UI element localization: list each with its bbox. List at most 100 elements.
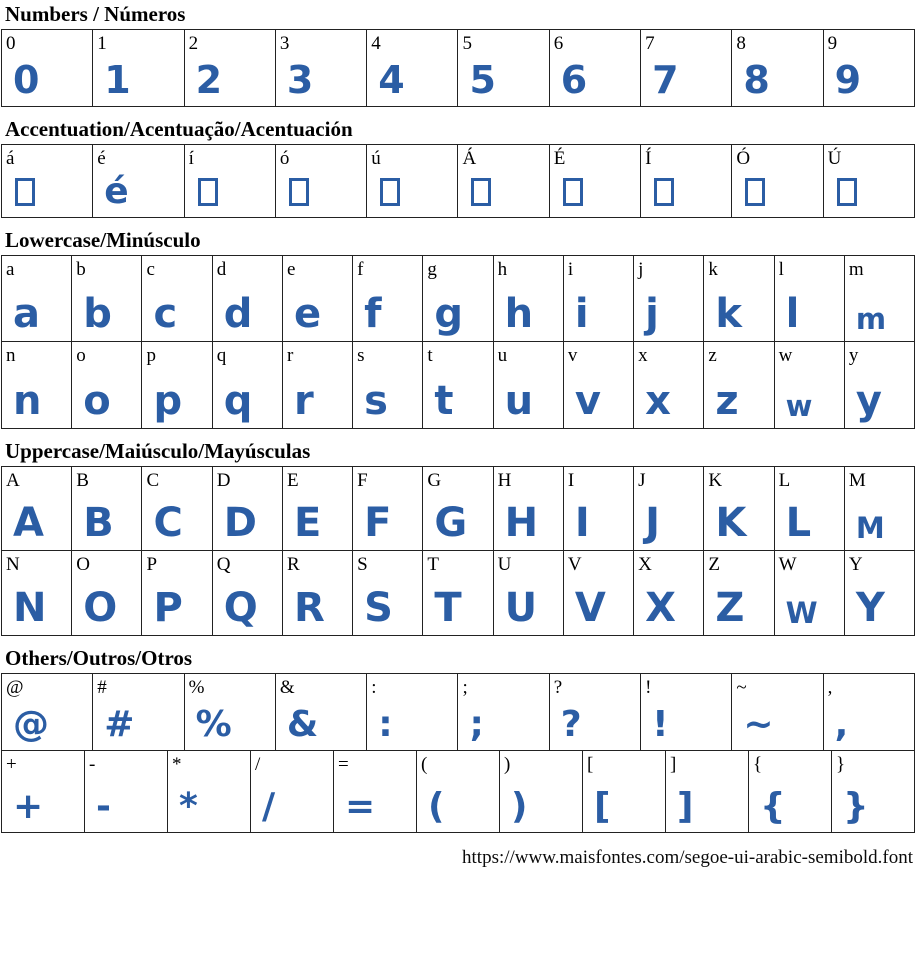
glyph-cell-label: H (497, 470, 512, 491)
glyph-preview: c (153, 291, 178, 337)
glyph-cell-label: ú (371, 148, 381, 169)
glyph-cell-label: * (172, 754, 182, 775)
glyph-preview: Q (223, 585, 258, 631)
glyph-cell: í (185, 145, 276, 217)
glyph-preview: } (843, 786, 869, 827)
glyph-preview: ] (677, 786, 694, 827)
glyph-cell-label: O (76, 554, 90, 575)
glyph-cell-label: } (836, 754, 846, 775)
glyph-cell-label: 5 (462, 33, 472, 54)
glyph-cell-label: f (357, 259, 364, 280)
glyph-preview: / (262, 786, 276, 827)
glyph-cell: )) (500, 751, 583, 832)
glyph-cell-label: b (76, 259, 86, 280)
glyph-preview: G (434, 500, 468, 546)
glyph-preview: m (855, 302, 887, 336)
glyph-section-uppercase: Uppercase/Maiúsculo/Mayúsculas A A B B C C D D E E… (1, 439, 915, 636)
glyph-preview: - (96, 786, 111, 827)
glyph-cell-label: X (638, 554, 652, 575)
glyph-cell: :: (367, 674, 459, 750)
glyph-cell-label: L (778, 470, 791, 491)
glyph-cell: ?? (550, 674, 642, 750)
glyph-cell-label: ( (421, 754, 428, 775)
glyph-cell-label: # (97, 677, 107, 698)
glyph-preview: ; (469, 704, 484, 745)
glyph-preview: r (293, 378, 314, 424)
glyph-cell-label: a (6, 259, 15, 280)
glyph-cell-label: c (146, 259, 155, 280)
glyph-cell: Ó (732, 145, 824, 217)
glyph-preview: S (364, 585, 393, 631)
glyph-cell-label: : (371, 677, 377, 698)
glyph-cell-label: 4 (371, 33, 381, 54)
glyph-cell: = = (334, 751, 417, 832)
glyph-cell-label: d (216, 259, 227, 280)
glyph-preview: d (223, 291, 253, 337)
glyph-cell: # # (93, 674, 185, 750)
glyph-preview: p (153, 378, 183, 424)
glyph-cell-label: C (146, 470, 160, 491)
glyph-preview: ~ (743, 704, 774, 745)
glyph-preview: , (834, 704, 849, 745)
missing-glyph-box (562, 178, 583, 206)
glyph-preview: ) (511, 786, 528, 827)
glyph-cell-label: J (638, 470, 646, 491)
glyph-preview: + (13, 786, 44, 827)
glyph-cell: * * (168, 751, 251, 832)
glyph-cell: á (2, 145, 94, 217)
glyph-preview: = (345, 786, 376, 827)
glyph-cell-label: I (567, 470, 575, 491)
glyph-preview: n (13, 378, 42, 424)
glyph-preview: s (364, 378, 388, 424)
glyph-preview: 8 (743, 58, 770, 102)
glyph-preview: C (153, 500, 183, 546)
glyph-cell-label: 0 (6, 33, 16, 54)
section-title: Numbers / Números (5, 2, 186, 26)
missing-glyph-box (836, 178, 857, 206)
missing-glyph-box (380, 178, 401, 206)
glyph-cell: Ú (824, 145, 914, 217)
glyph-cell-label: / (255, 754, 261, 775)
glyph-preview: O (83, 585, 118, 631)
missing-glyph-box (471, 178, 492, 206)
glyph-cell-label: Q (216, 554, 231, 575)
glyph-cell-label: R (286, 554, 300, 575)
glyph-cell-label: B (76, 470, 89, 491)
glyph-cell-label: n (6, 345, 16, 366)
glyph-cell-label: e (286, 259, 296, 280)
missing-glyph-box (197, 178, 218, 206)
glyph-cell-label: t (427, 345, 433, 366)
glyph-preview: U (504, 585, 538, 631)
glyph-cell-label: 3 (279, 33, 290, 54)
footer-url: https://www.maisfontes.com/segoe-ui-arab… (462, 847, 913, 868)
glyph-cell: Í (641, 145, 733, 217)
glyph-preview: D (223, 500, 257, 546)
glyph-cell-label: á (6, 148, 15, 169)
glyph-cell-label: h (497, 259, 508, 280)
glyph-cell-label: z (708, 345, 717, 366)
glyph-cell-label: Á (462, 148, 477, 169)
glyph-cell-label: 9 (827, 33, 838, 54)
glyph-preview: [ (594, 786, 611, 827)
glyph-cell-label: g (427, 259, 437, 280)
glyph-cell: -- (85, 751, 168, 832)
glyph-preview: j (645, 291, 659, 337)
